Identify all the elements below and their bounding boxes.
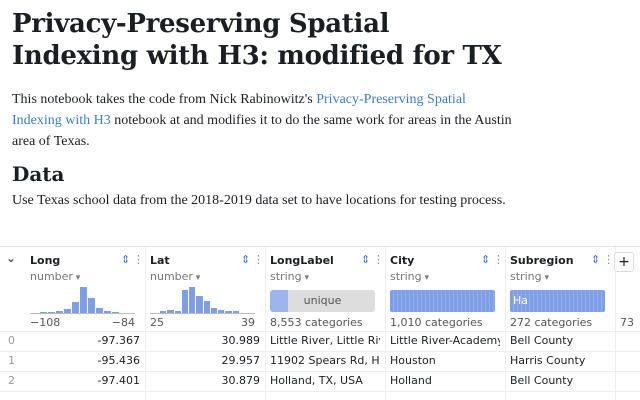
intro-text: This notebook takes the code from Nick R… bbox=[12, 92, 317, 107]
text-cell: Bell County bbox=[510, 374, 574, 387]
column-type[interactable]: string bbox=[510, 270, 549, 283]
number-cell: 30.989 bbox=[221, 334, 261, 347]
section-heading: Data bbox=[12, 162, 65, 186]
row-divider bbox=[0, 391, 640, 392]
axis-min-label: 25 bbox=[150, 316, 164, 329]
histogram-bar bbox=[96, 307, 103, 313]
column-type[interactable]: number bbox=[30, 270, 80, 283]
histogram-bar bbox=[88, 297, 95, 313]
column-type[interactable]: number bbox=[150, 270, 200, 283]
menu-icon[interactable]: ⋮ bbox=[373, 253, 384, 266]
add-column-button[interactable]: + bbox=[614, 252, 634, 272]
text-cell: Holland, TX, USA bbox=[270, 374, 363, 387]
menu-icon[interactable]: ⋮ bbox=[253, 253, 264, 266]
histogram-bar bbox=[232, 311, 239, 313]
histogram-bar bbox=[64, 308, 71, 313]
histogram-bar bbox=[196, 295, 203, 313]
histogram-bar bbox=[112, 311, 119, 313]
menu-icon[interactable]: ⋮ bbox=[603, 253, 614, 266]
sort-icon[interactable]: ⇕ bbox=[121, 253, 131, 266]
column-name[interactable]: Long bbox=[30, 254, 61, 267]
summary-highlight bbox=[270, 290, 288, 312]
row-divider bbox=[0, 331, 640, 332]
text-cell: 11902 Spears Rd, Houston, TX, USA bbox=[270, 354, 380, 367]
histogram-bar bbox=[56, 310, 63, 313]
number-cell: -97.367 bbox=[97, 334, 140, 347]
histogram-axis bbox=[30, 313, 135, 314]
column-divider bbox=[385, 247, 386, 400]
intro-link[interactable]: Privacy-Preserving Spatial Indexing with… bbox=[12, 92, 466, 128]
histogram-bar bbox=[167, 309, 174, 313]
axis-max-label: 39 bbox=[241, 316, 255, 329]
sort-icon[interactable]: ⇕ bbox=[481, 253, 491, 266]
menu-icon[interactable]: ⋮ bbox=[133, 253, 144, 266]
category-count: 1,010 categories bbox=[390, 316, 483, 329]
intro-text: notebook at and modifies it to do the sa… bbox=[12, 113, 512, 149]
histogram-bar bbox=[160, 311, 167, 313]
histogram-bar bbox=[225, 311, 232, 313]
column-divider bbox=[145, 247, 146, 400]
histogram-bar bbox=[218, 309, 225, 313]
section-text: Use Texas school data from the 2018-2019… bbox=[12, 193, 506, 208]
row-index: 1 bbox=[8, 354, 15, 367]
category-count: 272 categories bbox=[510, 316, 593, 329]
column-name[interactable]: Lat bbox=[150, 254, 170, 267]
text-cell: Holland bbox=[390, 374, 432, 387]
notebook-title: Privacy-Preserving Spatial Indexing with… bbox=[12, 9, 502, 71]
histogram-bar bbox=[80, 287, 87, 313]
column-name[interactable]: City bbox=[390, 254, 415, 267]
column-divider bbox=[505, 247, 506, 400]
category-count: 73 bbox=[620, 316, 634, 329]
number-cell: -95.436 bbox=[97, 354, 140, 367]
column-name[interactable]: Subregion bbox=[510, 254, 574, 267]
number-cell: -97.401 bbox=[97, 374, 140, 387]
axis-max-label: −84 bbox=[111, 316, 135, 329]
histogram-bar bbox=[174, 311, 181, 313]
histogram-bar bbox=[40, 311, 47, 313]
column-type[interactable]: string bbox=[390, 270, 429, 283]
histogram-bar bbox=[104, 310, 111, 313]
row-index: 0 bbox=[8, 334, 15, 347]
histogram-bar bbox=[181, 290, 189, 313]
column-name[interactable]: LongLabel bbox=[270, 254, 334, 267]
text-cell: Bell County bbox=[510, 334, 574, 347]
column-divider bbox=[265, 247, 266, 400]
category-count: 8,553 categories bbox=[270, 316, 363, 329]
column-divider bbox=[615, 247, 616, 400]
text-cell: Little River, Little River-Academy, TX, … bbox=[270, 334, 380, 347]
row-divider bbox=[0, 351, 640, 352]
row-index: 2 bbox=[8, 374, 15, 387]
sort-icon[interactable]: ⇕ bbox=[361, 253, 371, 266]
menu-icon[interactable]: ⋮ bbox=[493, 253, 504, 266]
text-cell: Houston bbox=[390, 354, 436, 367]
collapse-toggle[interactable]: ⌄ bbox=[6, 251, 17, 265]
column-type[interactable]: string bbox=[270, 270, 309, 283]
row-divider bbox=[0, 371, 640, 372]
number-cell: 30.879 bbox=[221, 374, 261, 387]
text-cell: Harris County bbox=[510, 354, 586, 367]
sort-icon[interactable]: ⇕ bbox=[591, 253, 601, 266]
histogram-axis bbox=[150, 313, 255, 314]
histogram-bar bbox=[210, 307, 218, 313]
histogram-bar bbox=[72, 302, 79, 313]
data-table: ⌄Longnumber⇕⋮−108−84Latnumber⇕⋮2539LongL… bbox=[0, 246, 640, 400]
histogram-bar bbox=[189, 287, 196, 313]
summary-bar: Ha bbox=[510, 290, 605, 312]
sort-icon[interactable]: ⇕ bbox=[241, 253, 251, 266]
summary-bar: unique bbox=[270, 290, 375, 312]
number-cell: 29.957 bbox=[221, 354, 261, 367]
axis-min-label: −108 bbox=[30, 316, 61, 329]
histogram-bar bbox=[48, 311, 55, 313]
histogram-bar bbox=[203, 300, 210, 313]
intro-paragraph: This notebook takes the code from Nick R… bbox=[12, 89, 512, 152]
text-cell: Little River-Academy bbox=[390, 334, 500, 347]
summary-bar bbox=[390, 290, 495, 312]
